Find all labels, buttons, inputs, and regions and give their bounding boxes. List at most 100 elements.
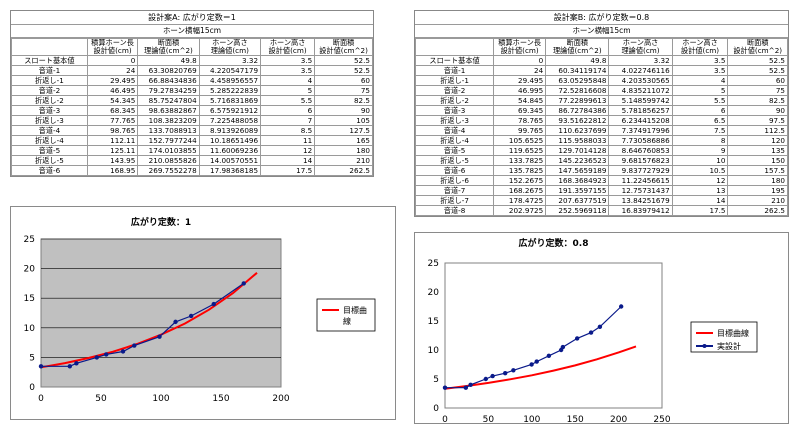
y-tick-label: 0 <box>29 383 35 393</box>
table-cell: 210.0855826 <box>137 155 200 166</box>
table-cell: 115.9588033 <box>545 135 610 146</box>
table-row: 折返し-4 112.11 152.7977244 10.18651496 11 165 <box>11 135 373 146</box>
table-row: 折返し-3 78.765 93.51622812 6.234415208 6.5 97.5 <box>414 115 788 126</box>
data-point <box>483 376 488 382</box>
table-cell: 168.95 <box>86 165 139 176</box>
row-label: 折返し-2 <box>11 95 88 106</box>
x-tick-label: 200 <box>610 415 627 423</box>
table-row: 折返し-3 77.765 108.3823209 7.225488058 7 105 <box>11 115 373 126</box>
table-cell: 168.2675 <box>493 185 547 196</box>
chart-title: 広がり定数：0.8 <box>519 237 589 249</box>
table-cell: 54.345 <box>86 95 139 106</box>
table-row: 音道-6 168.95 269.7552278 17.98368185 17.5 262.… <box>11 165 373 176</box>
chart-a: 広がり定数：1 0 5 10 15 20 25 0 50 100 150 200 目標曲線 <box>10 206 396 420</box>
row-label: 音道-1 <box>11 65 88 76</box>
table-cell: 150 <box>727 155 788 166</box>
table-cell: 4.203530565 <box>608 75 673 86</box>
data-point <box>74 361 79 366</box>
table-cell: 24 <box>86 65 139 76</box>
table-cell: 52.5 <box>727 65 788 76</box>
chart-a-svg: 広がり定数：1 0 5 10 15 20 25 0 50 100 150 200 目標曲線 <box>24 216 376 404</box>
table-cell: 110.6237699 <box>545 125 610 136</box>
table-cell: 78.765 <box>493 115 547 126</box>
data-point <box>534 359 539 364</box>
table-cell: 14.00570551 <box>198 155 262 166</box>
table-row: 折返し-5 143.95 210.0855826 14.00570551 14 210 <box>11 155 373 166</box>
table-cell: 11 <box>260 135 316 146</box>
table-row: スロート基本値 0 49.8 3.32 3.5 52.5 <box>414 55 788 66</box>
chart-b: 広がり定数：0.8 0 5 10 15 20 25 0 50 100 150 200 250 目標曲線 実設… <box>414 232 789 424</box>
table-cell: 24 <box>493 65 547 76</box>
table-cell: 90 <box>727 105 788 116</box>
legend-box <box>316 298 376 332</box>
table-cell: 120 <box>727 135 788 146</box>
table-row: 音道-5 125.11 174.0103855 11.60069236 12 180 <box>11 145 373 156</box>
table-cell: 5.148599742 <box>608 95 673 106</box>
table-cell: 135 <box>727 145 788 156</box>
y-tick-label: 5 <box>433 375 439 385</box>
table-row: 音道-5 119.6525 129.7014128 8.646760853 9 135 <box>414 145 788 156</box>
table-cell: 7.374917996 <box>608 125 673 136</box>
table-cell: 86.72784386 <box>545 105 610 116</box>
table-cell: 12.75731437 <box>608 185 673 196</box>
table-cell: 112.5 <box>727 125 788 136</box>
table-cell: 168.3684923 <box>545 175 610 186</box>
row-label: 折返し-1 <box>11 75 88 86</box>
table-cell: 98.63882867 <box>137 105 200 116</box>
table-cell: 5 <box>260 85 316 96</box>
table-cell: 3.5 <box>260 55 316 66</box>
y-tick-label: 25 <box>24 235 35 245</box>
table-cell: 112.11 <box>86 135 139 146</box>
table-cell: 14 <box>260 155 316 166</box>
table-cell: 6 <box>260 105 316 116</box>
table-cell: 52.5 <box>314 55 373 66</box>
table-cell: 4.220547179 <box>198 65 262 76</box>
row-label: 音道-7 <box>414 185 495 196</box>
row-label: 折返し-5 <box>414 155 495 166</box>
y-tick-label: 0 <box>433 404 439 414</box>
x-tick-label: 100 <box>152 394 169 404</box>
table-cell: 49.8 <box>137 55 200 66</box>
table-row: 音道-3 68.345 98.63882867 6.575921912 6 90 <box>11 105 373 116</box>
table-cell: 46.995 <box>493 85 547 96</box>
series-line <box>40 272 258 369</box>
table-cell: 269.7552278 <box>137 165 200 176</box>
data-point <box>442 385 448 390</box>
y-tick-label: 20 <box>428 288 440 298</box>
table-b-subtitle: ホーン横幅15cm <box>415 25 788 38</box>
table-cell: 8 <box>671 135 729 146</box>
table-cell: 125.11 <box>86 145 139 156</box>
y-tick-label: 5 <box>29 353 35 363</box>
table-cell: 17.98368185 <box>198 165 262 176</box>
row-label: 音道-6 <box>11 165 88 176</box>
data-point <box>529 362 534 367</box>
table-cell: 7 <box>260 115 316 126</box>
table-cell: 13.84251679 <box>608 195 673 206</box>
y-tick-label: 10 <box>428 346 440 356</box>
table-cell: 11.60069236 <box>198 145 262 156</box>
table-cell: 72.52816608 <box>545 85 610 96</box>
table-cell: 178.4725 <box>493 195 547 206</box>
row-label: スロート基本値 <box>414 55 495 66</box>
table-cell: 5.285222839 <box>198 85 262 96</box>
table-cell: 119.6525 <box>493 145 547 156</box>
table-cell: 207.6377519 <box>545 195 610 206</box>
table-cell: 66.88434836 <box>137 75 200 86</box>
table-cell: 60 <box>314 75 373 86</box>
data-point <box>211 301 216 307</box>
data-point <box>132 343 137 348</box>
table-cell: 6.575921912 <box>198 105 262 116</box>
data-point <box>502 371 508 376</box>
legend-marker <box>702 344 707 348</box>
column-header: 断面積 設計値(cm^2) <box>727 38 788 56</box>
data-point <box>104 352 109 357</box>
table-row: 折返し-4 105.6525 115.9588033 7.730586886 8 120 <box>414 135 788 146</box>
data-point <box>618 304 624 309</box>
data-point <box>546 353 552 358</box>
table-cell: 60.34119174 <box>545 65 610 76</box>
series-line <box>445 306 622 389</box>
x-tick-label: 50 <box>483 415 495 423</box>
row-label: 音道-3 <box>11 105 88 116</box>
row-label: 音道-4 <box>11 125 88 136</box>
table-cell: 143.95 <box>86 155 139 166</box>
